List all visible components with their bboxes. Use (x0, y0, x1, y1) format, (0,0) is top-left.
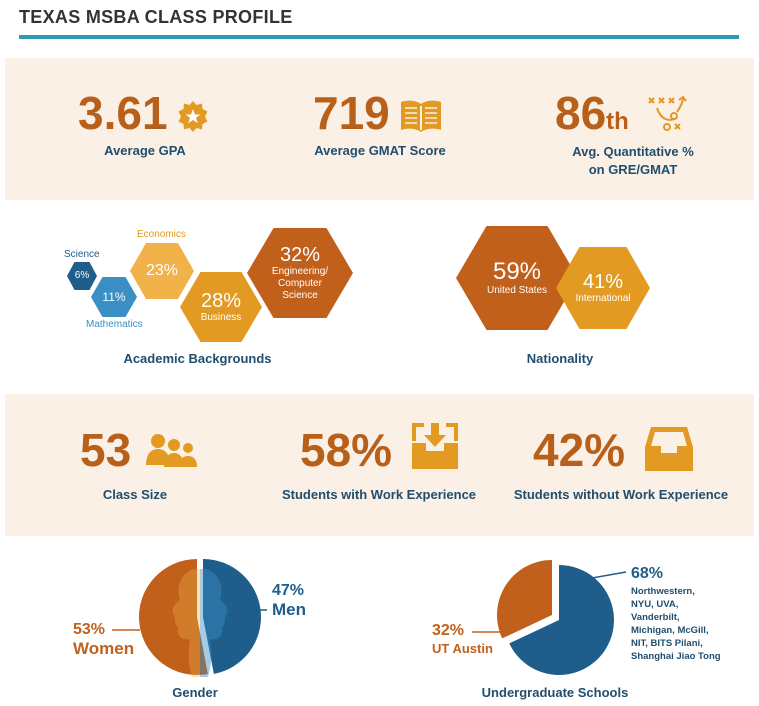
with-experience-label: Students with Work Experience (281, 487, 477, 502)
engineering-label-line1: Engineering/ (271, 266, 329, 277)
quant-suffix: th (606, 108, 629, 135)
science-pct: 6% (74, 270, 90, 281)
quant-stat: 86th (555, 87, 687, 139)
gmat-value: 719 (313, 87, 390, 139)
without-experience-value: 42% (533, 424, 626, 476)
gmat-stat: 719 (313, 87, 441, 139)
mathematics-label: Mathematics (86, 319, 143, 330)
top-stats-band (5, 58, 754, 200)
gpa-value: 3.61 (78, 87, 168, 139)
men-leader-line (245, 609, 267, 611)
other-schools-legend: 68% Northwestern, NYU, UVA, Vanderbilt, … (631, 565, 721, 663)
economics-pct: 23% (145, 262, 179, 279)
men-legend: 47% Men (272, 582, 306, 620)
quant-value: 86 (555, 87, 607, 139)
business-pct: 28% (200, 290, 242, 312)
face-silhouette-right (200, 569, 228, 677)
women-leader-line (112, 629, 140, 631)
quant-label: Avg. Quantitative % on GRE/GMAT (548, 143, 718, 179)
men-pct: 47% (272, 582, 305, 599)
women-pct: 53% (73, 621, 106, 638)
gender-slice-men (203, 559, 261, 674)
academic-backgrounds-label: Academic Backgrounds (123, 351, 272, 366)
economics-label: Economics (137, 229, 186, 240)
without-experience-stat: 42% (533, 424, 693, 476)
international-pct: 41% (582, 271, 624, 293)
quant-label-line2: on GRE/GMAT (588, 162, 678, 177)
other-school-line: Michigan, McGill, (631, 625, 709, 636)
other-school-line: NYU, UVA, (631, 599, 679, 610)
business-label: Business (200, 312, 242, 323)
gpa-label: Average GPA (104, 143, 186, 158)
mathematics-pct: 11% (102, 290, 126, 304)
gpa-stat: 3.61 (78, 87, 208, 139)
empty-tray-icon (645, 427, 693, 471)
economics-hex: 23% (130, 243, 194, 299)
schools-pie (497, 560, 614, 675)
mid-stats-band (5, 394, 754, 536)
other-schools-list: Northwestern, NYU, UVA, Vanderbilt, Mich… (631, 585, 721, 663)
business-hex: 28% Business (180, 272, 262, 342)
other-leader-line (592, 571, 627, 579)
ut-leader-line (472, 631, 506, 633)
international-label: International (575, 293, 631, 304)
science-label: Science (64, 249, 100, 260)
other-school-line: NIT, BITS Pilani, (631, 638, 703, 649)
ut-austin-legend: 32% UT Austin (432, 622, 493, 658)
star-badge-icon (178, 101, 208, 132)
ut-austin-label: UT Austin (432, 641, 493, 656)
men-label: Men (272, 600, 306, 619)
nationality-label: Nationality (526, 351, 594, 366)
engineering-label-line2: Computer (278, 278, 322, 289)
other-school-line: Shanghai Jiao Tong (631, 651, 721, 662)
united-states-label: United States (486, 285, 548, 297)
international-hex: 41% International (556, 247, 650, 329)
gender-slice-women (139, 559, 208, 675)
other-school-line: Northwestern, (631, 586, 695, 597)
gender-pie (139, 559, 261, 677)
gender-label: Gender (172, 685, 218, 700)
class-size-label: Class Size (102, 487, 168, 502)
engineering-hex: 32% Engineering/ Computer Science (247, 228, 353, 318)
schools-slice-other (509, 565, 614, 675)
engineering-pct: 32% (279, 244, 321, 266)
engineering-label-line3: Science (282, 290, 318, 301)
mathematics-hex: 11% (91, 277, 137, 317)
other-schools-pct: 68% (631, 565, 664, 582)
women-legend: 53% Women (73, 621, 134, 659)
inbox-download-icon (412, 423, 458, 469)
other-school-line: Vanderbilt, (631, 612, 680, 623)
women-label: Women (73, 639, 135, 658)
undergraduate-schools-label: Undergraduate Schools (481, 685, 629, 700)
class-size-stat: 53 (80, 424, 197, 476)
with-experience-value: 58% (300, 424, 393, 476)
united-states-hex: 59% United States (456, 226, 578, 330)
schools-slice-ut-austin (497, 560, 552, 639)
gmat-label: Average GMAT Score (314, 143, 446, 158)
strategy-play-icon (648, 95, 687, 131)
class-size-value: 53 (80, 424, 132, 476)
science-hex: 6% (67, 262, 97, 290)
ut-austin-pct: 32% (432, 622, 465, 639)
united-states-pct: 59% (492, 257, 542, 285)
people-group-icon (146, 434, 197, 467)
open-book-icon (401, 100, 441, 132)
title-underline (19, 35, 739, 39)
without-experience-label: Students without Work Experience (513, 487, 729, 502)
page-title: TEXAS MSBA CLASS PROFILE (19, 7, 293, 27)
with-experience-stat: 58% (300, 423, 458, 476)
face-silhouette-left (172, 569, 200, 677)
quant-label-line1: Avg. Quantitative % (572, 144, 694, 159)
